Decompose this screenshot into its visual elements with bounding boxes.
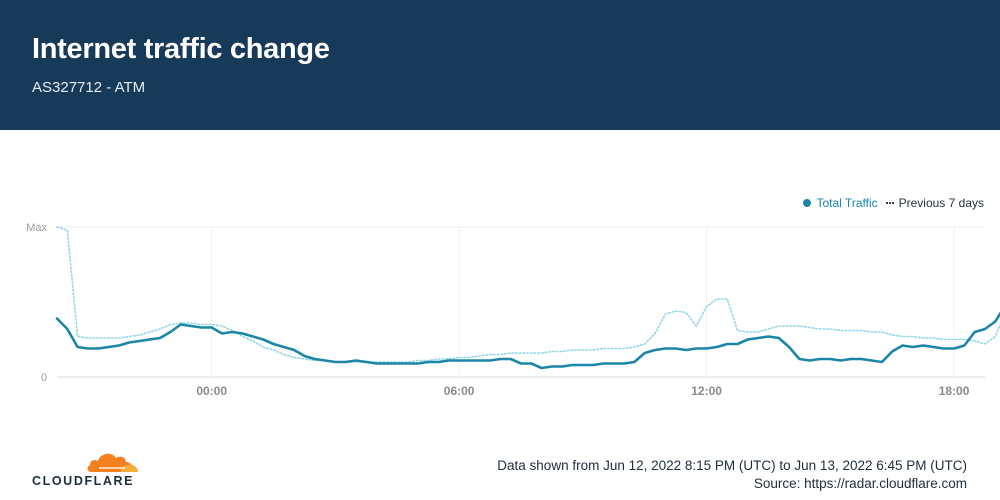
header-banner: Internet traffic change AS327712 - ATM — [0, 0, 1000, 130]
data-range-text: Data shown from Jun 12, 2022 8:15 PM (UT… — [497, 458, 967, 473]
legend-label-total-traffic: Total Traffic — [816, 196, 878, 210]
logo-wordmark: CLOUDFLARE — [32, 474, 135, 488]
traffic-chart: 00:00 06:00 12:00 18:00 Max 0 — [26, 222, 1000, 398]
series-line-total-traffic — [55, 311, 1000, 370]
x-tick-label: 00:00 — [196, 384, 227, 398]
cloud-icon — [87, 453, 138, 472]
legend-item-total-traffic[interactable]: Total Traffic — [803, 196, 878, 210]
page-title: Internet traffic change — [32, 33, 330, 65]
legend-label-previous-7-days: Previous 7 days — [898, 196, 984, 210]
y-tick-label: Max — [26, 222, 47, 234]
page-subtitle: AS327712 - ATM — [32, 79, 146, 96]
source-text: Source: https://radar.cloudflare.com — [753, 476, 967, 491]
previous-7-days-marker-icon — [885, 202, 894, 204]
x-tick-label: 12:00 — [691, 384, 722, 398]
legend-item-previous-7-days[interactable]: Previous 7 days — [885, 196, 984, 210]
x-tick-label: 18:00 — [939, 384, 970, 398]
total-traffic-marker-icon — [803, 199, 812, 207]
y-tick-label: 0 — [41, 372, 47, 384]
chart-legend: Total Traffic Previous 7 days — [803, 195, 984, 211]
series-line-previous-7-days — [56, 226, 1000, 363]
x-tick-label: 06:00 — [444, 384, 475, 398]
cloudflare-logo: CLOUDFLARE — [30, 448, 150, 492]
footer-info: Data shown from Jun 12, 2022 8:15 PM (UT… — [497, 457, 967, 493]
